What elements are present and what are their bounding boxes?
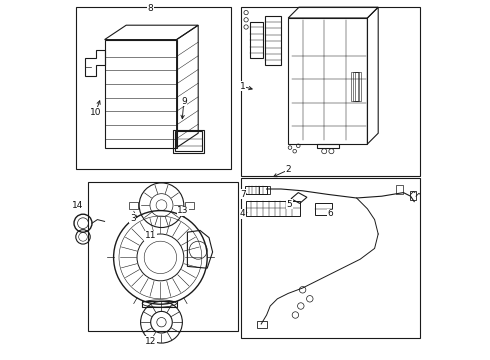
Bar bbox=[175, 131, 202, 151]
Bar bbox=[315, 203, 333, 215]
Text: 4: 4 bbox=[240, 210, 245, 218]
Bar bbox=[246, 201, 300, 216]
Text: 11: 11 bbox=[145, 231, 156, 240]
Text: 2: 2 bbox=[285, 165, 291, 174]
Bar bbox=[76, 7, 231, 169]
Text: 12: 12 bbox=[145, 337, 156, 346]
Bar bbox=[173, 130, 204, 153]
Bar bbox=[353, 72, 360, 101]
Bar bbox=[185, 202, 194, 209]
Text: 9: 9 bbox=[181, 97, 187, 106]
Text: 7: 7 bbox=[240, 190, 245, 199]
Text: 13: 13 bbox=[177, 206, 189, 215]
Text: 8: 8 bbox=[148, 4, 153, 13]
Bar bbox=[242, 7, 419, 176]
Bar bbox=[410, 191, 416, 200]
Text: 10: 10 bbox=[90, 108, 101, 117]
Bar bbox=[245, 186, 267, 194]
Bar bbox=[259, 186, 270, 194]
Bar bbox=[88, 182, 238, 331]
Bar bbox=[396, 185, 403, 194]
Bar bbox=[257, 321, 267, 328]
Text: 14: 14 bbox=[72, 202, 83, 210]
Text: 3: 3 bbox=[130, 213, 136, 222]
Text: 6: 6 bbox=[328, 210, 334, 218]
Bar bbox=[129, 202, 138, 209]
Text: 5: 5 bbox=[287, 199, 293, 209]
Bar bbox=[351, 72, 358, 101]
Bar bbox=[355, 72, 361, 101]
Bar bbox=[242, 178, 419, 338]
Text: 1: 1 bbox=[240, 82, 245, 91]
